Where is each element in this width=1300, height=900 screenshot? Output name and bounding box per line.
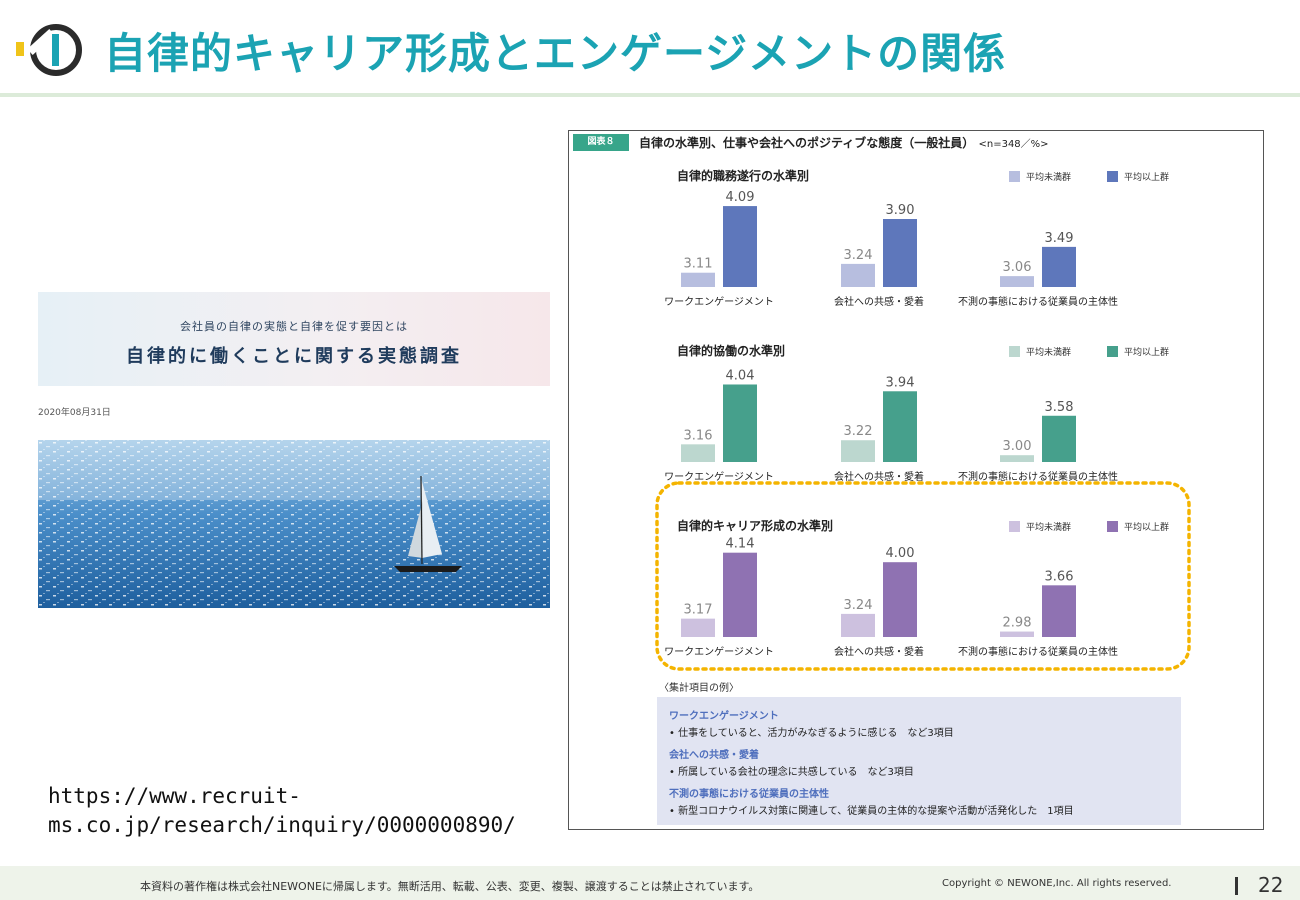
category-label: ワークエンゲージメント (664, 646, 774, 658)
bar (1042, 415, 1076, 462)
bar-charts: 自律的職務遂行の水準別 平均未満群 平均以上群3.114.09ワークエンゲージメント… (655, 168, 1191, 671)
legend-swatch (1107, 346, 1118, 357)
legend-label: 平均以上群 (1124, 346, 1169, 358)
category-label: 不測の事態における従業員の主体性 (958, 470, 1118, 483)
bar (883, 562, 917, 637)
example-item: 不測の事態における従業員の主体性 • 新型コロナウイルス対策に関連して、従業員の… (669, 785, 1074, 817)
legend-label: 平均未満群 (1026, 346, 1071, 358)
page-title: 自律的キャリア形成とエンゲージメントの関係 (104, 29, 1007, 78)
sailboat-icon (394, 475, 462, 572)
chart-title: 自律的キャリア形成の水準別 (677, 518, 833, 533)
footer: 本資料の著作権は株式会社NEWONEに帰属します。無断活用、転載、公表、変更、複… (0, 866, 1300, 900)
page-divider (1235, 877, 1238, 895)
example-desc: • 所属している会社の理念に共感している など3項目 (669, 767, 914, 778)
copyright-company: Copyright © NEWONE,Inc. All rights reser… (942, 878, 1172, 889)
data-label: 4.04 (726, 368, 755, 383)
data-label: 3.17 (684, 603, 713, 618)
example-item: 会社への共感・愛着 • 所属している会社の理念に共感している など3項目 (669, 746, 914, 778)
bar (1000, 631, 1034, 637)
data-label: 3.66 (1045, 569, 1074, 584)
legend-swatch (1009, 346, 1020, 357)
data-label: 3.06 (1003, 260, 1032, 275)
example-item: ワークエンゲージメント • 仕事をしていると、活力がみなぎるように感じる など3… (669, 707, 954, 739)
legend-swatch (1107, 521, 1118, 532)
data-label: 3.22 (844, 424, 873, 439)
bar (841, 613, 875, 637)
source-url-line2: ms.co.jp/research/inquiry/0000000890/ (48, 813, 516, 837)
article-banner[interactable]: 会社員の自律の実態と自律を促す要因とは 自律的に働くことに関する実態調査 (38, 292, 550, 386)
legend-label: 平均以上群 (1124, 171, 1169, 183)
article-subtitle: 会社員の自律の実態と自律を促す要因とは (180, 320, 408, 333)
legend-swatch (1009, 171, 1020, 182)
category-label: ワークエンゲージメント (664, 471, 774, 483)
newone-logo-icon (16, 24, 82, 76)
bar (681, 444, 715, 462)
data-label: 3.24 (844, 598, 873, 613)
source-url[interactable]: https://www.recruit- ms.co.jp/research/i… (48, 782, 516, 840)
data-label: 3.49 (1045, 231, 1074, 246)
example-desc: • 新型コロナウイルス対策に関連して、従業員の主体的な提案や活動が活発化した 1… (669, 806, 1074, 817)
bar (1000, 276, 1034, 287)
chart-title: 自律的協働の水準別 (677, 343, 785, 358)
data-label: 3.94 (886, 375, 915, 390)
data-label: 3.58 (1045, 400, 1074, 415)
highlight-outline (655, 481, 1191, 671)
category-label: ワークエンゲージメント (664, 296, 774, 308)
copyright-notice: 本資料の著作権は株式会社NEWONEに帰属します。無断活用、転載、公表、変更、複… (140, 880, 760, 893)
data-label: 4.09 (726, 190, 755, 205)
figure-title-text: 自律の水準別、仕事や会社へのポジティブな態度（一般社員） (639, 136, 975, 150)
legend-label: 平均未満群 (1026, 171, 1071, 183)
bar (723, 384, 757, 462)
examples-heading: 〈集計項目の例〉 (659, 683, 739, 694)
bar (723, 206, 757, 287)
example-title: 不測の事態における従業員の主体性 (669, 789, 829, 800)
bar (681, 618, 715, 637)
bar (883, 219, 917, 287)
page-number: 22 (1258, 873, 1284, 897)
example-title: ワークエンゲージメント (669, 711, 779, 722)
bar (723, 552, 757, 637)
data-label: 4.00 (886, 546, 915, 561)
bar (1042, 585, 1076, 637)
legend-label: 平均以上群 (1124, 521, 1169, 533)
data-label: 2.98 (1003, 616, 1032, 631)
data-label: 3.11 (684, 257, 713, 272)
data-label: 3.16 (684, 428, 713, 443)
bar (681, 272, 715, 287)
figure-panel: 図表８ 自律の水準別、仕事や会社へのポジティブな態度（一般社員） <n=348／… (568, 130, 1264, 830)
category-label: 会社への共感・愛着 (834, 295, 924, 308)
chart-title: 自律的職務遂行の水準別 (677, 168, 809, 183)
figure-header: 図表８ 自律の水準別、仕事や会社へのポジティブな態度（一般社員） <n=348／… (569, 131, 1265, 153)
category-label: 不測の事態における従業員の主体性 (958, 295, 1118, 308)
sea-sailboat-photo (38, 440, 550, 608)
legend-swatch (1107, 171, 1118, 182)
source-url-line1: https://www.recruit- (48, 784, 301, 808)
figure-sample-note: <n=348／%> (978, 139, 1049, 150)
data-label: 3.90 (886, 203, 915, 218)
bar (1000, 455, 1034, 462)
data-label: 3.00 (1003, 439, 1032, 454)
data-label: 4.14 (726, 537, 755, 552)
header-divider (0, 93, 1300, 97)
article-title: 自律的に働くことに関する実態調査 (126, 346, 462, 367)
example-desc: • 仕事をしていると、活力がみなぎるように感じる など3項目 (669, 728, 954, 739)
legend-label: 平均未満群 (1026, 521, 1071, 533)
data-label: 3.24 (844, 248, 873, 263)
bar (1042, 246, 1076, 287)
article-date: 2020年08月31日 (38, 408, 111, 418)
bar (841, 263, 875, 287)
legend-swatch (1009, 521, 1020, 532)
bar (841, 440, 875, 462)
examples-box: ワークエンゲージメント • 仕事をしていると、活力がみなぎるように感じる など3… (657, 697, 1181, 825)
category-label: 会社への共感・愛着 (834, 645, 924, 658)
header: 自律的キャリア形成とエンゲージメントの関係 (0, 0, 1300, 97)
figure-title: 自律の水準別、仕事や会社へのポジティブな態度（一般社員） <n=348／%> (639, 134, 1049, 151)
category-label: 会社への共感・愛着 (834, 470, 924, 483)
example-title: 会社への共感・愛着 (669, 750, 759, 761)
category-label: 不測の事態における従業員の主体性 (958, 645, 1118, 658)
figure-badge: 図表８ (573, 134, 629, 151)
bar (883, 391, 917, 462)
